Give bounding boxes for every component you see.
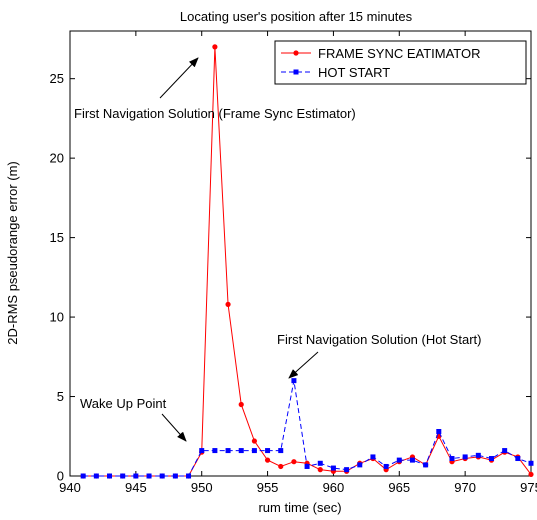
legend-label-hot-start: HOT START (318, 65, 390, 80)
data-point-frame-sync (278, 463, 284, 470)
data-point-frame-sync (317, 467, 323, 473)
data-point-frame-sync (238, 401, 244, 408)
data-point-hot-start (304, 463, 310, 469)
legend-marker-frame-sync (293, 50, 299, 56)
data-point-frame-sync (212, 44, 218, 50)
data-point-hot-start (291, 378, 297, 384)
data-point-hot-start (330, 465, 336, 471)
data-point-hot-start (278, 448, 284, 454)
y-tick-label: 20 (50, 151, 64, 166)
data-point-hot-start (146, 473, 152, 479)
legend-entry-frame-sync: FRAME SYNC EATIMATOR (281, 46, 481, 61)
data-point-hot-start (502, 448, 508, 454)
annotation-wake-up-label: Wake Up Point (80, 396, 167, 411)
data-point-hot-start (396, 457, 402, 463)
x-tick-label: 960 (323, 480, 345, 495)
data-point-hot-start (199, 448, 205, 454)
x-tick-label: 975 (520, 480, 537, 495)
y-tick-label: 25 (50, 71, 64, 86)
annotation-frame-sync: First Navigation Solution (Frame Sync Es… (74, 57, 356, 121)
x-tick-label: 965 (388, 480, 410, 495)
data-point-hot-start (186, 473, 192, 479)
y-tick-label: 5 (57, 389, 64, 404)
x-axis-label: rum time (sec) (258, 500, 341, 515)
data-point-hot-start (80, 473, 86, 479)
data-point-hot-start (528, 460, 534, 466)
y-axis-label: 2D-RMS pseudorange error (m) (5, 161, 20, 345)
data-point-hot-start (357, 462, 363, 468)
data-point-hot-start (475, 452, 481, 458)
annotation-frame-sync-arrow (159, 57, 199, 99)
data-point-hot-start (133, 473, 139, 479)
y-tick-label: 0 (57, 469, 64, 484)
data-point-hot-start (344, 467, 350, 473)
x-tick-label: 950 (191, 480, 213, 495)
legend-box (274, 40, 527, 85)
data-point-hot-start (93, 473, 99, 479)
annotation-hot-start-label: First Navigation Solution (Hot Start) (277, 332, 481, 347)
data-point-hot-start (120, 473, 126, 479)
legend: FRAME SYNC EATIMATOR HOT START (274, 40, 527, 85)
legend-entry-hot-start: HOT START (281, 65, 390, 80)
data-point-hot-start (317, 460, 323, 466)
series-layer (80, 44, 534, 479)
data-point-frame-sync (251, 438, 257, 444)
y-tick-label: 15 (50, 230, 64, 245)
annotation-wake-up: Wake Up Point (80, 396, 187, 442)
x-tick-label: 940 (59, 480, 81, 495)
data-point-hot-start (449, 456, 455, 462)
x-tick-label: 970 (454, 480, 476, 495)
legend-marker-hot-start (293, 69, 299, 75)
annotation-hot-start-arrow (288, 351, 319, 379)
data-point-hot-start (409, 457, 415, 463)
data-point-frame-sync (225, 301, 231, 307)
legend-label-frame-sync: FRAME SYNC EATIMATOR (318, 46, 481, 61)
data-point-hot-start (515, 456, 521, 462)
x-tick-label: 945 (125, 480, 147, 495)
annotation-frame-sync-label: First Navigation Solution (Frame Sync Es… (74, 106, 356, 121)
annotation-wake-up-arrow (161, 413, 187, 442)
data-point-hot-start (265, 448, 271, 454)
plot-area (69, 30, 532, 477)
data-point-hot-start (172, 473, 178, 479)
y-tick-label: 10 (50, 310, 64, 325)
data-point-hot-start (159, 473, 165, 479)
data-point-hot-start (225, 448, 231, 454)
annotation-hot-start: First Navigation Solution (Hot Start) (277, 332, 481, 379)
data-point-hot-start (238, 448, 244, 454)
data-point-hot-start (423, 462, 429, 468)
data-point-frame-sync (264, 457, 271, 463)
data-point-frame-sync (291, 459, 297, 465)
data-point-hot-start (107, 473, 113, 479)
chart-title: Locating user's position after 15 minute… (180, 9, 413, 24)
data-point-hot-start (383, 463, 389, 469)
data-point-hot-start (212, 448, 218, 454)
data-point-hot-start (436, 429, 442, 434)
data-point-hot-start (251, 448, 257, 454)
data-point-hot-start (462, 454, 468, 460)
data-point-hot-start (488, 456, 494, 462)
x-tick-label: 955 (257, 480, 279, 495)
data-point-frame-sync (528, 471, 534, 478)
data-point-hot-start (370, 454, 376, 460)
